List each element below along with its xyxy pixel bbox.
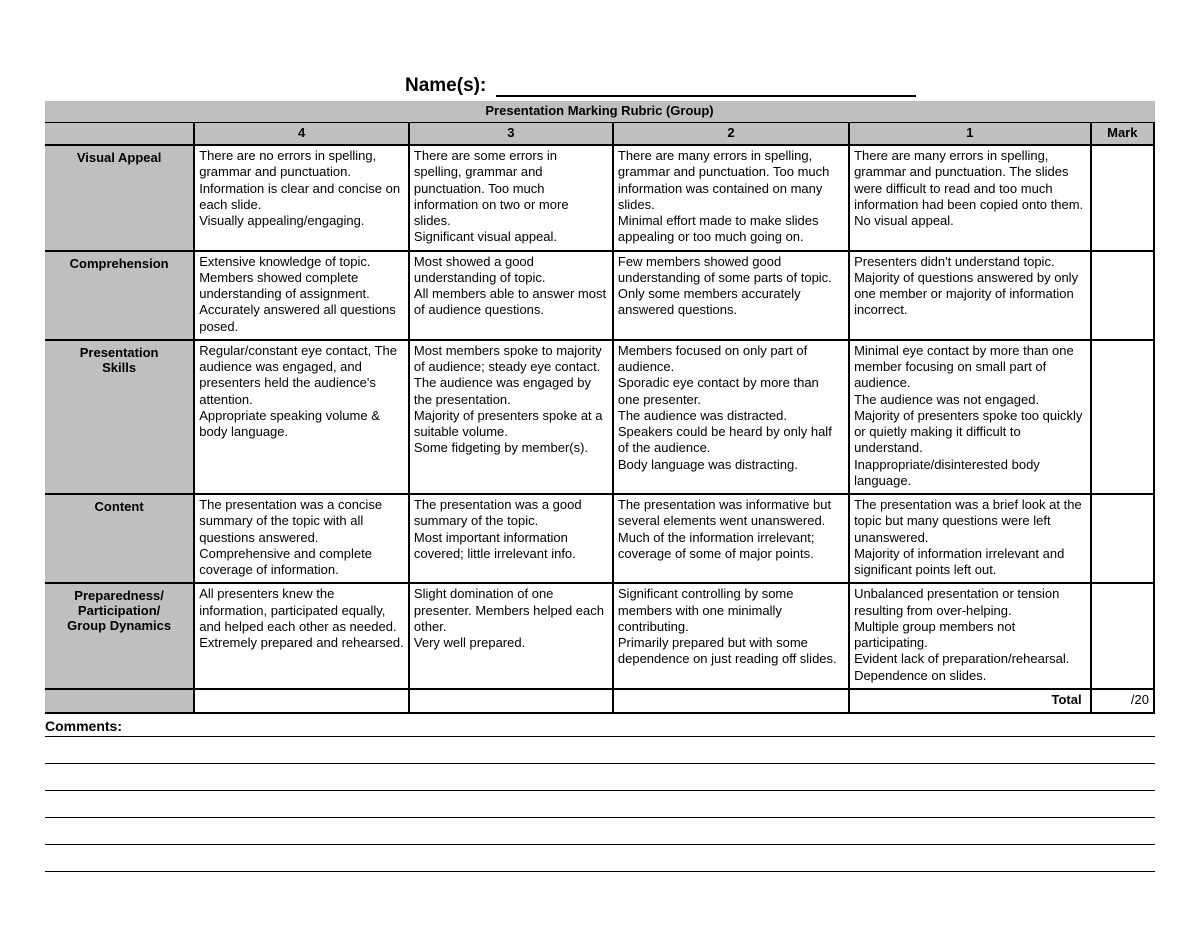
criteria-label: Comprehension — [45, 251, 194, 340]
header-level-1: 1 — [849, 123, 1091, 146]
total-blank-2 — [613, 689, 849, 713]
total-row: Total /20 — [45, 689, 1154, 713]
mark-cell[interactable] — [1091, 494, 1154, 583]
level-cell: Minimal eye contact by more than one mem… — [849, 340, 1091, 494]
level-cell: Few members showed good understanding of… — [613, 251, 849, 340]
level-cell: The presentation was informative but sev… — [613, 494, 849, 583]
rubric-table: Presentation Marking Rubric (Group) 4 3 … — [45, 101, 1155, 714]
criteria-label: Preparedness/Participation/Group Dynamic… — [45, 583, 194, 689]
mark-cell[interactable] — [1091, 583, 1154, 689]
names-field-row: Name(s): — [405, 75, 1155, 97]
level-cell: Members focused on only part of audience… — [613, 340, 849, 494]
criteria-label: Visual Appeal — [45, 145, 194, 251]
level-cell: Extensive knowledge of topic. Members sh… — [194, 251, 409, 340]
comments-section: Comments: — [45, 718, 1155, 872]
total-out-of[interactable]: /20 — [1091, 689, 1154, 713]
level-cell: Most showed a good understanding of topi… — [409, 251, 613, 340]
level-cell: All presenters knew the information, par… — [194, 583, 409, 689]
mark-cell[interactable] — [1091, 251, 1154, 340]
header-level-2: 2 — [613, 123, 849, 146]
mark-cell[interactable] — [1091, 145, 1154, 251]
level-cell: Regular/constant eye contact, The audien… — [194, 340, 409, 494]
level-cell: The presentation was a brief look at the… — [849, 494, 1091, 583]
criteria-label: PresentationSkills — [45, 340, 194, 494]
comment-line[interactable] — [45, 770, 1155, 791]
level-cell: Presenters didn't understand topic. Majo… — [849, 251, 1091, 340]
level-cell: Unbalanced presentation or tension resul… — [849, 583, 1091, 689]
names-input-line[interactable] — [496, 77, 916, 97]
criteria-row: ContentThe presentation was a concise su… — [45, 494, 1154, 583]
level-cell: There are many errors in spelling, gramm… — [613, 145, 849, 251]
level-cell: There are many errors in spelling, gramm… — [849, 145, 1091, 251]
comments-label: Comments: — [45, 718, 122, 734]
header-blank — [45, 123, 194, 146]
criteria-row: Visual AppealThere are no errors in spel… — [45, 145, 1154, 251]
header-level-3: 3 — [409, 123, 613, 146]
level-cell: There are no errors in spelling, grammar… — [194, 145, 409, 251]
rubric-title-row: Presentation Marking Rubric (Group) — [45, 101, 1154, 123]
level-cell: Slight domination of one presenter. Memb… — [409, 583, 613, 689]
rubric-page: Name(s): Presentation Marking Rubric (Gr… — [0, 0, 1200, 927]
header-mark: Mark — [1091, 123, 1154, 146]
criteria-label: Content — [45, 494, 194, 583]
comments-first-line[interactable]: Comments: — [45, 718, 1155, 737]
level-cell: Most members spoke to majority of audien… — [409, 340, 613, 494]
comment-line[interactable] — [45, 824, 1155, 845]
comment-line[interactable] — [45, 797, 1155, 818]
total-label: Total — [849, 689, 1091, 713]
rubric-header-row: 4 3 2 1 Mark — [45, 123, 1154, 146]
mark-cell[interactable] — [1091, 340, 1154, 494]
criteria-row: Preparedness/Participation/Group Dynamic… — [45, 583, 1154, 689]
names-label: Name(s): — [405, 75, 486, 96]
comment-line[interactable] — [45, 851, 1155, 872]
level-cell: Significant controlling by some members … — [613, 583, 849, 689]
header-level-4: 4 — [194, 123, 409, 146]
level-cell: The presentation was a good summary of t… — [409, 494, 613, 583]
level-cell: The presentation was a concise summary o… — [194, 494, 409, 583]
level-cell: There are some errors in spelling, gramm… — [409, 145, 613, 251]
criteria-row: PresentationSkillsRegular/constant eye c… — [45, 340, 1154, 494]
total-blank-4 — [194, 689, 409, 713]
comment-line[interactable] — [45, 743, 1155, 764]
total-blank-crit — [45, 689, 194, 713]
total-blank-3 — [409, 689, 613, 713]
criteria-row: ComprehensionExtensive knowledge of topi… — [45, 251, 1154, 340]
rubric-title: Presentation Marking Rubric (Group) — [45, 101, 1154, 123]
